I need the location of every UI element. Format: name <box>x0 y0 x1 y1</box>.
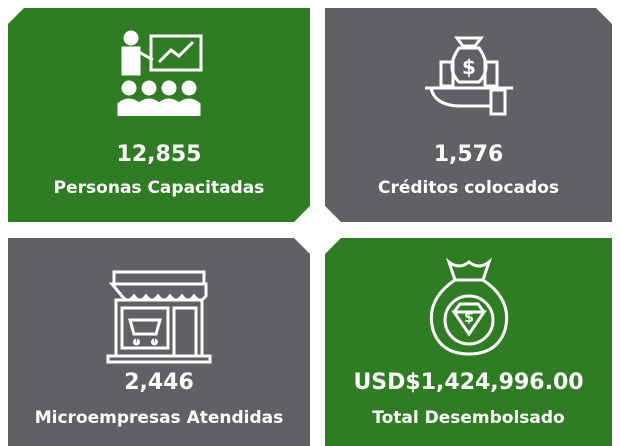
tile-value: 1,576 <box>433 142 504 167</box>
tile-label: Microempresas Atendidas <box>34 408 284 428</box>
training-icon <box>109 26 209 126</box>
svg-text:$: $ <box>462 55 476 79</box>
money-bag-icon: $ <box>429 257 508 356</box>
tile: 2,446 Microempresas Atendidas <box>8 238 310 446</box>
tile-value: USD$1,424,996.00 <box>353 370 584 395</box>
tile-value: 12,855 <box>116 142 202 167</box>
tile-value: 2,446 <box>124 370 194 395</box>
tile-label: Personas Capacitadas <box>53 178 265 198</box>
svg-text:$: $ <box>464 310 474 326</box>
tile: 12,855 Personas Capacitadas <box>8 8 310 222</box>
credit-icon: $ <box>419 26 519 126</box>
tile: $ USD$1,424,996.00 Total Desembolsado <box>325 238 612 446</box>
tile-label: Créditos colocados <box>377 178 559 198</box>
store-icon <box>104 268 214 364</box>
tile: $ 1,576 Créditos colocados <box>325 8 612 222</box>
tile-label: Total Desembolsado <box>372 408 565 428</box>
